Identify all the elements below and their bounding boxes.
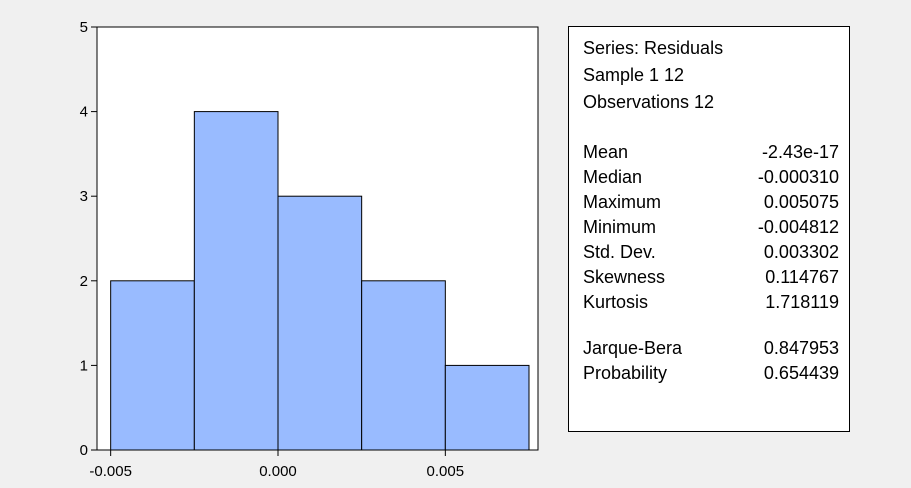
y-tick-label: 1 xyxy=(80,357,88,374)
descriptive-statistics-panel: Series: Residuals Sample 1 12 Observations… xyxy=(568,26,850,432)
histogram-bar xyxy=(444,364,530,451)
stats-label: Minimum xyxy=(583,217,657,237)
stats-label: Median xyxy=(583,167,643,187)
stats-row: Minimum -0.004812 xyxy=(583,215,839,240)
stats-label: Probability xyxy=(583,363,668,383)
stats-header-line: Series: Residuals xyxy=(583,38,724,58)
stats-header-line: Observations 12 xyxy=(583,92,715,112)
y-tick-label: 2 xyxy=(80,273,88,290)
x-tick-label: 0.005 xyxy=(427,463,465,480)
y-tick-label: 5 xyxy=(80,19,88,36)
stats-value: 0.654439 xyxy=(763,363,839,383)
stats-value: 0.114767 xyxy=(765,267,839,287)
stats-label: Kurtosis xyxy=(583,292,649,312)
stats-value: 1.718119 xyxy=(765,292,839,312)
histogram-bar xyxy=(110,280,195,451)
stats-row: Kurtosis 1.718119 xyxy=(583,290,839,315)
x-tick-label: -0.005 xyxy=(89,463,132,480)
stats-row: Mean -2.43e-17 xyxy=(583,140,839,165)
x-tick-label: 0.000 xyxy=(259,463,297,480)
stats-row: Std. Dev. 0.003302 xyxy=(583,240,839,265)
y-tick-label: 0 xyxy=(80,442,88,459)
stats-label: Jarque-Bera xyxy=(583,338,683,358)
stats-value: -0.004812 xyxy=(757,217,839,237)
y-tick-label: 3 xyxy=(80,188,88,205)
stats-label: Std. Dev. xyxy=(583,242,656,262)
stats-row: Probability 0.654439 xyxy=(583,361,839,386)
stats-row: Maximum 0.005075 xyxy=(583,190,839,215)
stats-value: 0.005075 xyxy=(763,192,839,212)
stats-row: Jarque-Bera 0.847953 xyxy=(583,336,839,361)
stats-value: -2.43e-17 xyxy=(761,142,839,162)
y-tick-label: 4 xyxy=(80,104,88,121)
stats-value: 0.847953 xyxy=(763,338,839,358)
histogram-chart: 0 1 2 3 4 5 -0.005 0.000 0.005 xyxy=(80,19,539,480)
stats-label: Mean xyxy=(583,142,629,162)
stats-row: Median -0.000310 xyxy=(583,165,839,190)
histogram-bar xyxy=(361,280,446,451)
stats-value: -0.000310 xyxy=(757,167,839,187)
stats-label: Skewness xyxy=(583,267,666,287)
stats-row: Skewness 0.114767 xyxy=(583,265,839,290)
histogram-bar xyxy=(277,195,363,451)
stats-label: Maximum xyxy=(583,192,662,212)
stats-header-line: Sample 1 12 xyxy=(583,65,685,85)
histogram-bar xyxy=(193,111,279,451)
stats-value: 0.003302 xyxy=(763,242,839,262)
